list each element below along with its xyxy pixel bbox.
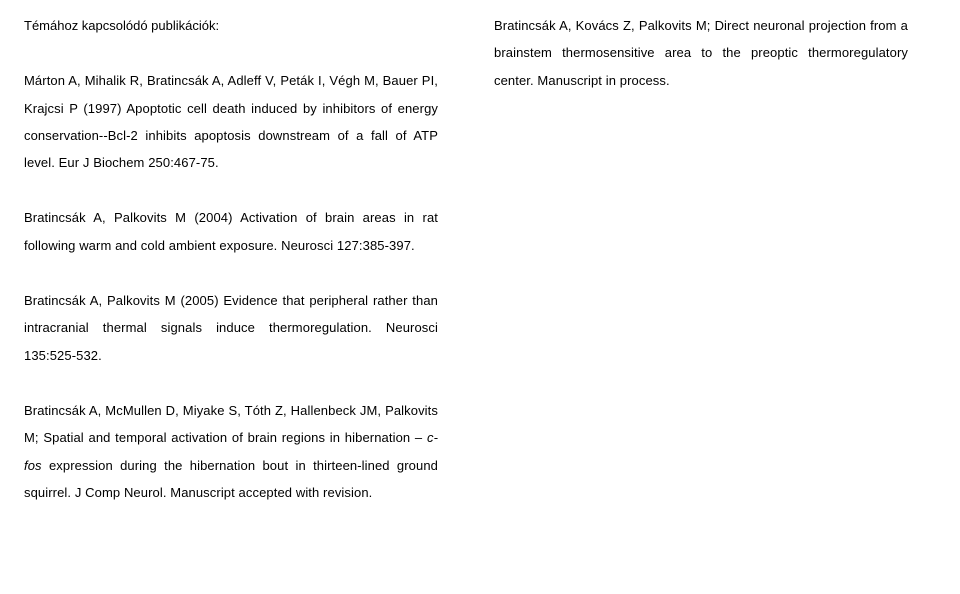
publication-3: Bratincsák A, Palkovits M (2005) Evidenc…	[24, 287, 438, 369]
publication-4-pre: Bratincsák A, McMullen D, Miyake S, Tóth…	[24, 403, 438, 445]
right-column: Bratincsák A, Kovács Z, Palkovits M; Dir…	[466, 12, 928, 582]
publication-4: Bratincsák A, McMullen D, Miyake S, Tóth…	[24, 397, 438, 506]
section-heading: Témához kapcsolódó publikációk:	[24, 12, 438, 39]
publication-2: Bratincsák A, Palkovits M (2004) Activat…	[24, 204, 438, 259]
publication-5: Bratincsák A, Kovács Z, Palkovits M; Dir…	[494, 12, 908, 94]
publication-4-post: expression during the hibernation bout i…	[24, 458, 438, 500]
page: Témához kapcsolódó publikációk: Márton A…	[0, 0, 960, 594]
publication-1: Márton A, Mihalik R, Bratincsák A, Adlef…	[24, 67, 438, 176]
left-column: Témához kapcsolódó publikációk: Márton A…	[4, 12, 466, 582]
